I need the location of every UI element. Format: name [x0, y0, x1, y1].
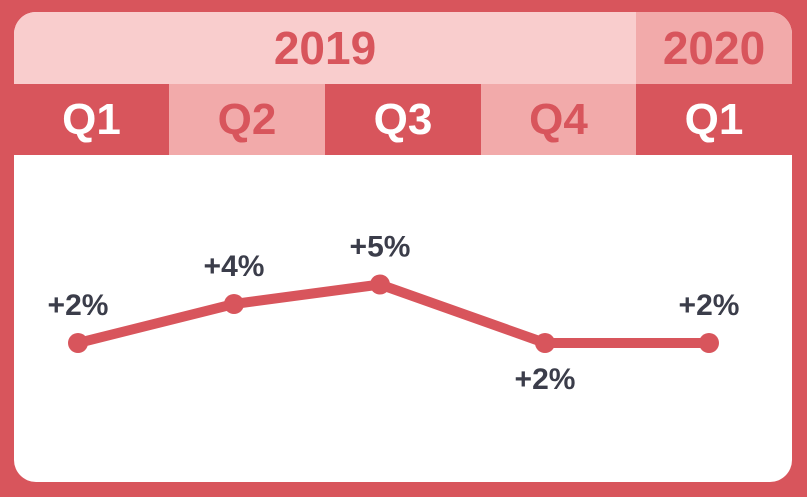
quarter-label: Q4 — [481, 84, 636, 155]
quarter-label: Q3 — [325, 84, 481, 155]
year-label-2019: 2019 — [14, 12, 636, 84]
data-point — [535, 333, 555, 353]
data-label: +2% — [679, 289, 740, 322]
quarter-label: Q1 — [636, 84, 792, 155]
quarter-label: Q2 — [169, 84, 325, 155]
line-chart: +2% +4% +5% +2% +2% — [48, 231, 740, 397]
data-label: +4% — [204, 250, 265, 283]
chart-card: 2019 2020 Q1 Q2 Q3 Q4 Q1 +2% +4% +5% +2% +2% — [14, 12, 792, 482]
data-label: +5% — [350, 231, 411, 264]
year-header: 2019 2020 — [14, 12, 792, 84]
data-point — [224, 294, 244, 314]
data-point — [68, 333, 88, 353]
data-label: +2% — [48, 289, 109, 322]
data-point — [370, 274, 390, 295]
data-point — [699, 333, 719, 353]
year-label-2020: 2020 — [636, 12, 792, 84]
quarter-header: Q1 Q2 Q3 Q4 Q1 — [14, 84, 792, 155]
series-line — [73, 279, 714, 348]
quarter-label: Q1 — [14, 84, 169, 155]
data-label: +2% — [515, 363, 576, 396]
